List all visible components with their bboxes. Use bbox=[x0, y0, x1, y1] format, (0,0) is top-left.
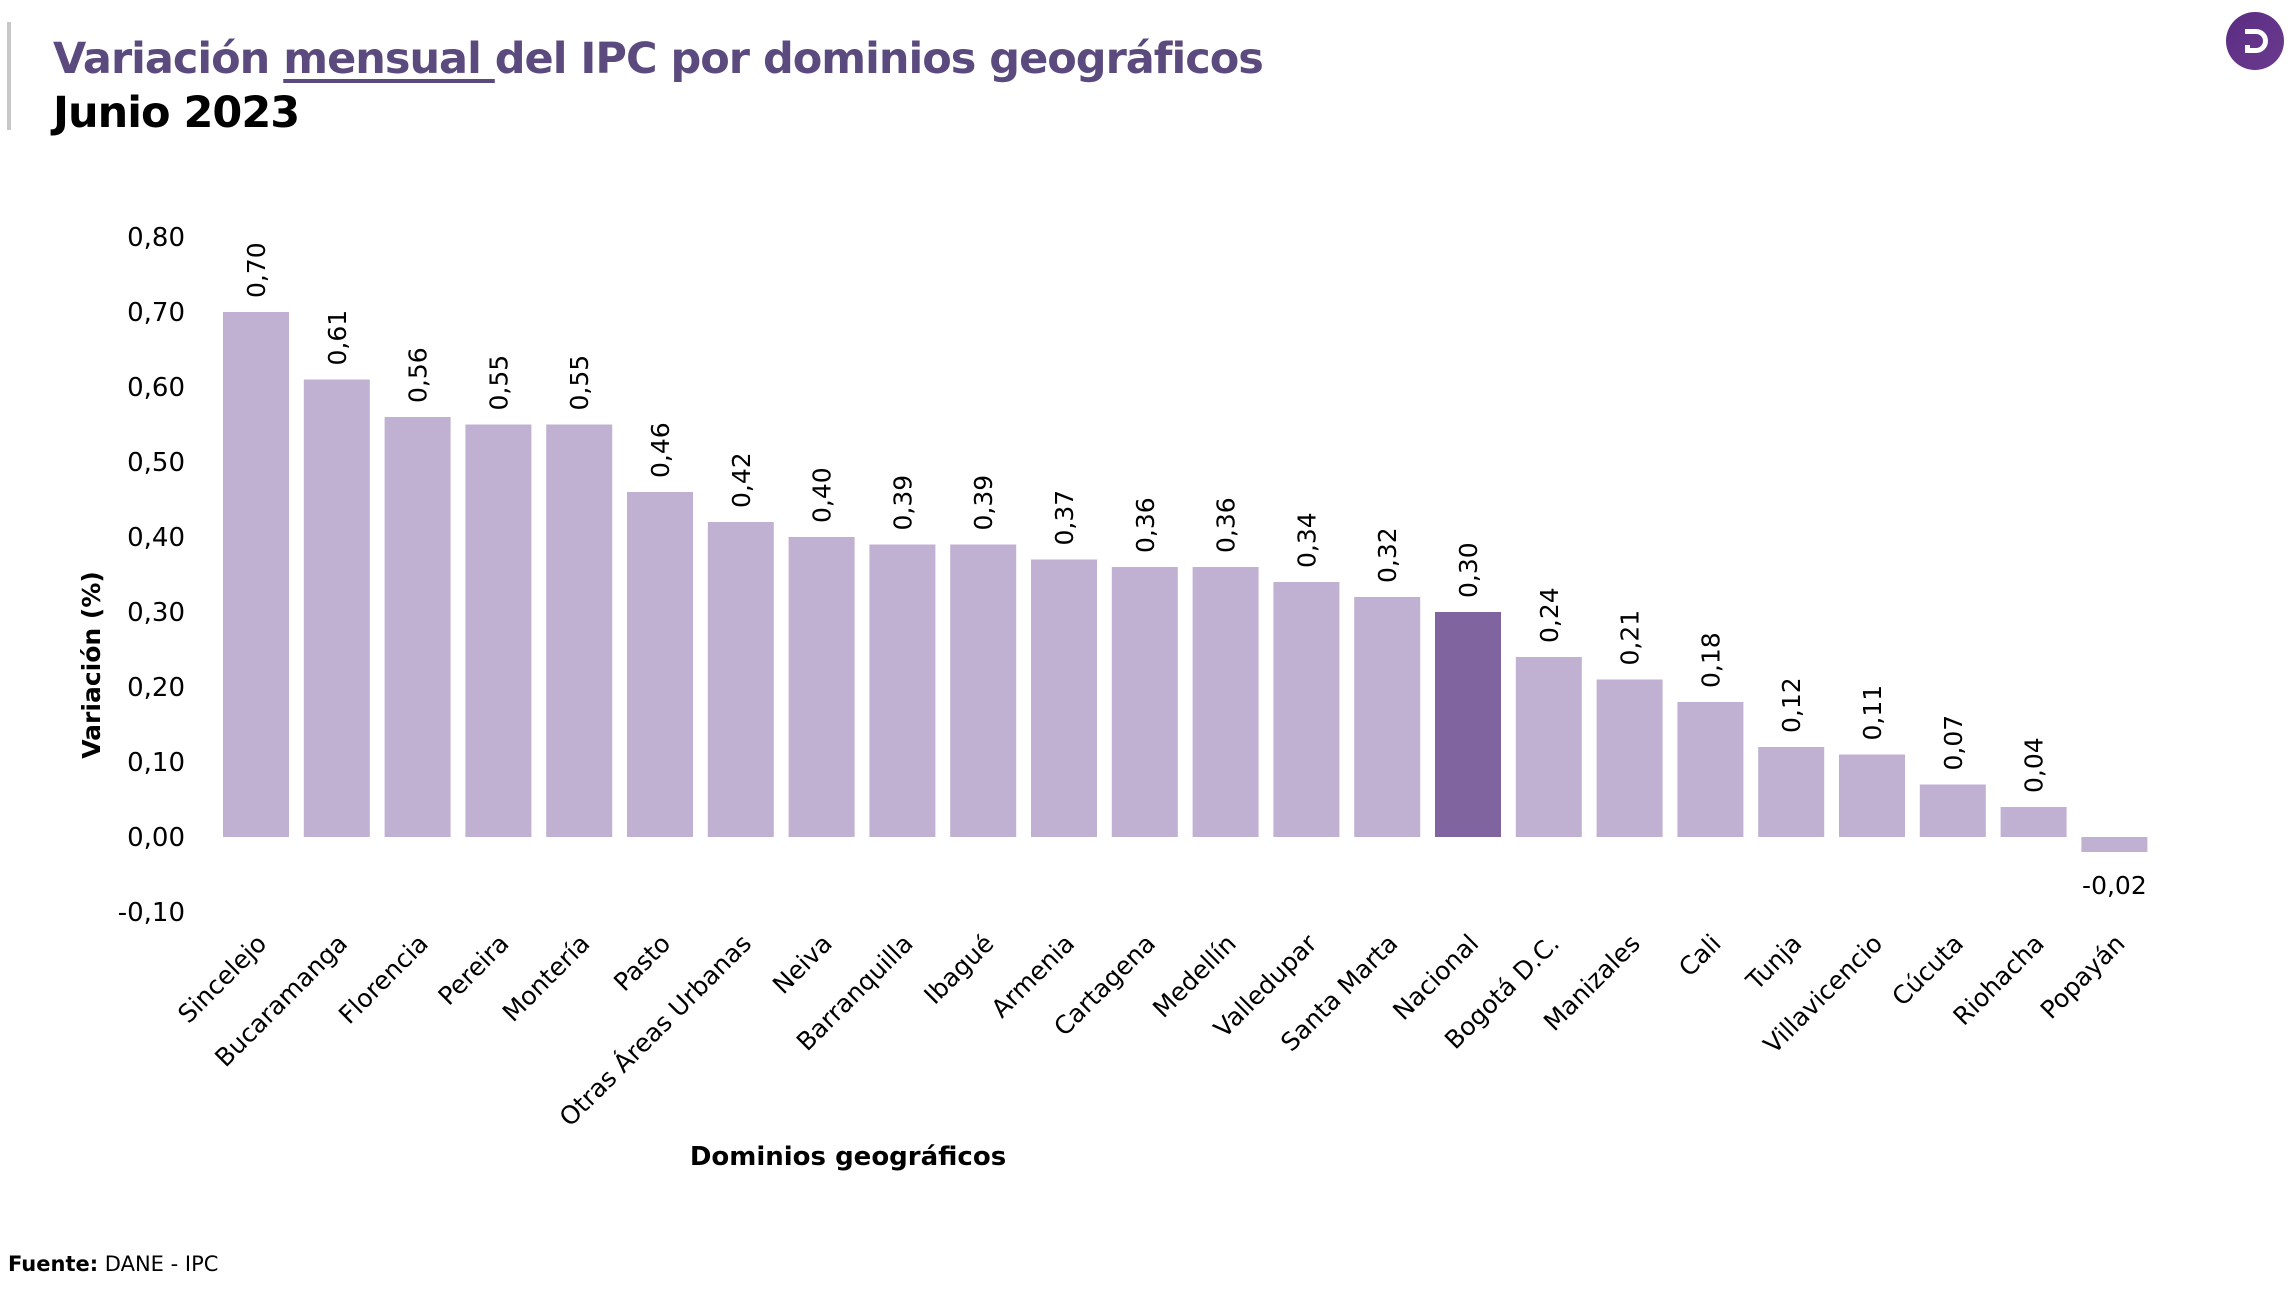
bar bbox=[627, 492, 693, 837]
data-label: -0,02 bbox=[2082, 871, 2147, 900]
bar bbox=[384, 417, 451, 837]
bar bbox=[546, 424, 613, 837]
data-label: 0,04 bbox=[2020, 737, 2049, 793]
bar bbox=[1354, 597, 1421, 837]
data-label: 0,55 bbox=[484, 355, 513, 411]
bar bbox=[788, 537, 855, 837]
data-label: 0,11 bbox=[1858, 685, 1887, 741]
bar bbox=[1758, 747, 1825, 837]
bar bbox=[869, 544, 936, 837]
data-label: 0,32 bbox=[1373, 527, 1402, 583]
data-label: 0,12 bbox=[1777, 677, 1806, 733]
y-tick-label: 0,30 bbox=[127, 598, 185, 628]
data-label: 0,40 bbox=[808, 467, 837, 523]
bar bbox=[1273, 582, 1340, 837]
y-axis-title: Variación (%) bbox=[77, 571, 106, 759]
data-label: 0,55 bbox=[565, 355, 594, 411]
title-underlined: mensual bbox=[283, 34, 495, 84]
data-label: 0,39 bbox=[969, 475, 998, 531]
bar bbox=[223, 312, 289, 837]
x-category-label: Ibagué bbox=[918, 929, 999, 1010]
y-tick-label: 0,60 bbox=[127, 373, 185, 403]
bar bbox=[465, 424, 532, 837]
data-label: 0,34 bbox=[1292, 512, 1321, 568]
data-label: 0,36 bbox=[1212, 497, 1241, 553]
bar bbox=[1839, 754, 1905, 837]
data-label: 0,24 bbox=[1535, 587, 1564, 643]
y-tick-label: 0,00 bbox=[127, 823, 185, 853]
source-note: Fuente: DANE - IPC bbox=[8, 1252, 218, 1276]
x-category-label: Pasto bbox=[608, 929, 676, 997]
data-label: 0,18 bbox=[1696, 632, 1725, 688]
bar bbox=[303, 379, 370, 837]
bar bbox=[1111, 567, 1178, 837]
bar bbox=[1435, 612, 1501, 837]
bar bbox=[2081, 837, 2148, 852]
accent-bar bbox=[7, 22, 11, 130]
title-part: del IPC por dominios geográficos bbox=[494, 34, 1264, 84]
y-tick-label: 0,70 bbox=[127, 298, 185, 328]
data-label: 0,37 bbox=[1050, 490, 1079, 546]
data-label: 0,42 bbox=[727, 452, 756, 508]
data-label: 0,61 bbox=[323, 310, 352, 366]
y-tick-label: -0,10 bbox=[118, 898, 185, 928]
y-tick-label: 0,10 bbox=[127, 748, 185, 778]
bar bbox=[1919, 784, 1986, 837]
x-category-label: Tunja bbox=[1740, 929, 1807, 996]
x-category-label: Cali bbox=[1673, 929, 1727, 983]
source-value: DANE - IPC bbox=[98, 1252, 219, 1276]
data-label: 0,39 bbox=[888, 475, 917, 531]
x-category-label: Pereira bbox=[432, 929, 514, 1011]
x-category-label: Cúcuta bbox=[1886, 929, 1969, 1012]
x-category-label: Montería bbox=[497, 929, 596, 1028]
title-part: Variación bbox=[53, 34, 284, 84]
bar bbox=[1596, 679, 1663, 837]
source-label: Fuente: bbox=[8, 1252, 99, 1276]
y-tick-label: 0,20 bbox=[127, 673, 185, 703]
x-category-label: Popayán bbox=[2035, 929, 2131, 1025]
x-axis-title: Dominios geográficos bbox=[690, 1142, 1006, 1172]
bar bbox=[950, 544, 1017, 837]
x-category-label: Neiva bbox=[767, 929, 838, 1000]
chart-subtitle: Junio 2023 bbox=[53, 88, 300, 138]
y-tick-label: 0,50 bbox=[127, 448, 185, 478]
data-label: 0,30 bbox=[1454, 542, 1483, 598]
data-label: 0,21 bbox=[1616, 610, 1645, 666]
bar bbox=[1677, 702, 1744, 837]
data-label: 0,36 bbox=[1131, 497, 1160, 553]
bar bbox=[2000, 807, 2067, 837]
x-category-label: Florencia bbox=[333, 929, 434, 1030]
y-tick-label: 0,40 bbox=[127, 523, 185, 553]
bar bbox=[1192, 567, 1259, 837]
bar bbox=[1031, 559, 1097, 837]
chart-title: Variación mensual del IPC por dominios g… bbox=[53, 34, 1264, 84]
data-label: 0,46 bbox=[646, 422, 675, 478]
data-label: 0,70 bbox=[242, 242, 271, 298]
dane-logo-icon bbox=[2226, 12, 2284, 70]
data-label: 0,56 bbox=[404, 347, 433, 403]
y-tick-label: 0,80 bbox=[127, 223, 185, 253]
data-label: 0,07 bbox=[1939, 715, 1968, 771]
bar bbox=[1515, 657, 1582, 837]
bar bbox=[707, 522, 774, 837]
